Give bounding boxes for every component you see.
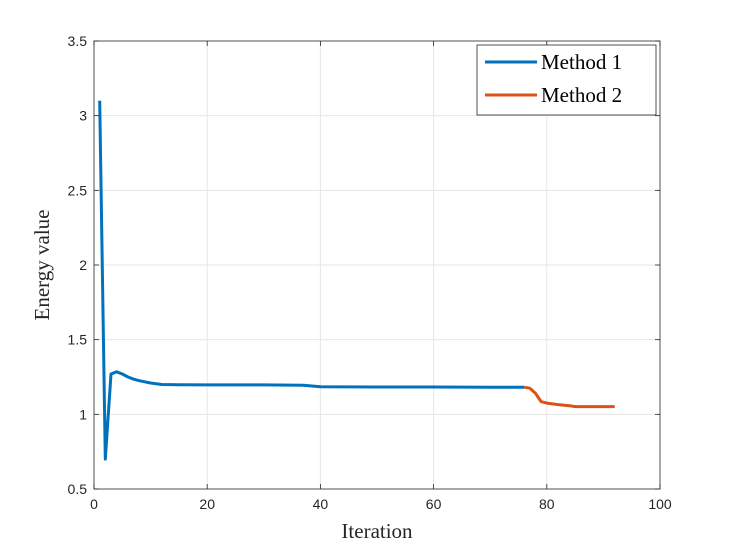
x-tick-label: 60 (426, 496, 442, 512)
legend-box (476, 44, 657, 116)
y-axis-label: Energy value (30, 210, 54, 321)
grid-lines (94, 41, 660, 489)
y-tick-label: 3 (79, 108, 87, 124)
y-tick-label: 2 (79, 257, 87, 273)
legend: Method 1 Method 2 (476, 44, 657, 116)
y-tick-label: 0.5 (68, 481, 88, 497)
x-tick-label: 80 (539, 496, 555, 512)
x-tick-label: 20 (199, 496, 215, 512)
series-line-method-1 (98, 100, 525, 461)
x-axis-label: Iteration (341, 519, 413, 543)
legend-label-method-2: Method 2 (541, 83, 622, 107)
x-tick-label: 0 (90, 496, 98, 512)
x-tick-label: 40 (313, 496, 329, 512)
y-tick-label: 3.5 (68, 33, 88, 49)
y-tick-label: 2.5 (68, 182, 88, 198)
legend-label-method-1: Method 1 (541, 50, 622, 74)
series-layer (98, 100, 615, 461)
axis-ticks: 0 20 40 60 80 100 0.5 1 1.5 2 2.5 3 3.5 (68, 33, 672, 512)
series-line-method-2 (523, 385, 615, 409)
y-tick-label: 1.5 (68, 332, 88, 348)
y-tick-label: 1 (79, 406, 87, 422)
x-tick-label: 100 (648, 496, 672, 512)
